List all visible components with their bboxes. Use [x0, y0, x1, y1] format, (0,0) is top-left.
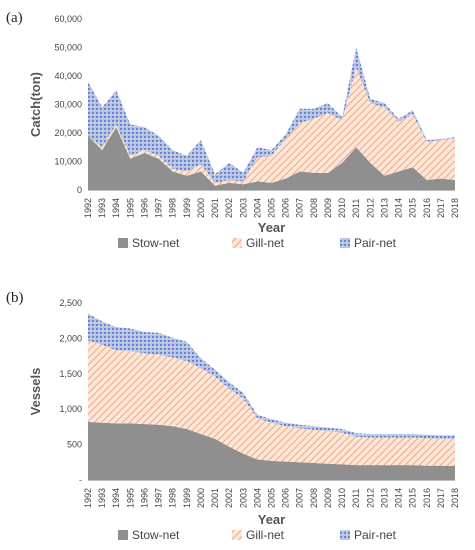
legend-label-gill-net: Gill-net [246, 236, 285, 250]
x-tick-label: 2000 [196, 198, 206, 218]
x-tick-label: 1992 [83, 198, 93, 218]
x-tick-label: 2013 [379, 198, 389, 218]
x-tick-label: 1994 [111, 488, 121, 508]
x-tick-label: 2001 [210, 488, 220, 508]
x-tick-label: 2009 [323, 198, 333, 218]
x-tick-label: 2011 [351, 199, 361, 218]
chart-panel-a: (a) 0 10,000 20,000 30,000 40,000 50,000 60,000… [6, 10, 460, 250]
x-tick-label: 1997 [154, 198, 164, 218]
y-tick-label: 20,000 [54, 128, 82, 138]
x-tick-label: 1994 [111, 198, 121, 218]
y-tick-label: 1,000 [59, 404, 82, 414]
legend-swatch-stow-net [118, 530, 128, 540]
x-tick-label: 1993 [97, 198, 107, 218]
x-tick-label: 2004 [252, 488, 262, 508]
x-tick-label: 2014 [394, 198, 404, 218]
area-gill-net [88, 340, 455, 466]
x-tick-label: 1995 [125, 198, 135, 218]
x-tick-label: 2007 [295, 488, 305, 508]
x-tick-label: 1999 [182, 198, 192, 218]
y-tick-label: 2,500 [59, 298, 82, 308]
x-tick-label: 2004 [252, 198, 262, 218]
area-gill-net [88, 67, 455, 186]
y-tick-label: 30,000 [54, 100, 82, 110]
y-tick-label: 50,000 [54, 43, 82, 53]
x-tick-label: 2016 [422, 488, 432, 508]
x-tick-label: 2018 [450, 198, 460, 218]
x-tick-label: 2012 [365, 198, 375, 218]
area-pair-net [88, 47, 455, 183]
x-tick-label: 2008 [309, 488, 319, 508]
x-tick-label: 2012 [365, 488, 375, 508]
x-tick-label: 2003 [238, 488, 248, 508]
x-tick-label: 2017 [436, 198, 446, 218]
chart-panel-b: (b) - 500 1,000 1,500 2,000 2,500 1992 1993 1994 1… [6, 290, 460, 542]
legend-swatch-gill-net [232, 530, 242, 540]
x-tick-label: 2015 [408, 198, 418, 218]
x-tick-label: 2005 [267, 488, 277, 508]
legend-label-stow-net: Stow-net [132, 236, 180, 250]
x-tick-label: 2006 [281, 198, 291, 218]
x-tick-label: 1998 [168, 488, 178, 508]
x-tick-label: 2001 [210, 198, 220, 218]
y-tick-label: 40,000 [54, 71, 82, 81]
y-tick-label: 60,000 [54, 14, 82, 24]
x-tick-label: 2003 [238, 198, 248, 218]
x-tick-label: 2007 [295, 198, 305, 218]
x-tick-label: 2009 [323, 488, 333, 508]
x-tick-label: 2018 [450, 488, 460, 508]
legend-swatch-stow-net [118, 238, 128, 248]
y-tick-label: 1,500 [59, 369, 82, 379]
legend-label-gill-net: Gill-net [246, 528, 285, 542]
x-tick-label: 2017 [436, 488, 446, 508]
y-tick-label: 500 [67, 440, 82, 450]
legend-label-stow-net: Stow-net [132, 528, 180, 542]
x-tick-label: 2000 [196, 488, 206, 508]
x-tick-label: 2002 [224, 488, 234, 508]
legend-swatch-pair-net [340, 530, 350, 540]
x-tick-label: 2015 [408, 488, 418, 508]
x-axis-title: Year [258, 512, 285, 527]
y-tick-label: 2,000 [59, 333, 82, 343]
area-stow-net [88, 127, 455, 190]
x-tick-label: 2002 [224, 198, 234, 218]
x-tick-label: 1995 [125, 488, 135, 508]
area-pair-net [88, 313, 455, 439]
y-axis-title: Catch(ton) [28, 72, 43, 137]
x-tick-label: 1992 [83, 488, 93, 508]
x-tick-label: 2008 [309, 198, 319, 218]
x-tick-label: 2010 [337, 198, 347, 218]
x-tick-label: 1996 [139, 488, 149, 508]
x-tick-label: 1999 [182, 488, 192, 508]
y-tick-label: 10,000 [54, 157, 82, 167]
y-axis-title: Vessels [28, 368, 43, 416]
x-tick-label: 1996 [139, 198, 149, 218]
y-tick-label: - [79, 475, 82, 485]
x-tick-label: 2013 [379, 488, 389, 508]
x-tick-label: 1998 [168, 198, 178, 218]
legend-swatch-gill-net [232, 238, 242, 248]
x-axis-title: Year [258, 220, 285, 235]
x-tick-label: 2006 [281, 488, 291, 508]
x-tick-label: 2010 [337, 488, 347, 508]
legend-label-pair-net: Pair-net [354, 236, 397, 250]
y-tick-label: 0 [77, 185, 82, 195]
panel-label: (a) [6, 10, 23, 26]
x-tick-label: 2014 [394, 488, 404, 508]
x-tick-label: 2016 [422, 198, 432, 218]
legend-label-pair-net: Pair-net [354, 528, 397, 542]
x-tick-label: 1993 [97, 488, 107, 508]
panel-label: (b) [6, 290, 24, 306]
area-stow-net [88, 421, 455, 480]
legend-swatch-pair-net [340, 238, 350, 248]
x-tick-label: 1997 [154, 488, 164, 508]
x-tick-label: 2011 [351, 489, 361, 508]
x-tick-label: 2005 [267, 198, 277, 218]
